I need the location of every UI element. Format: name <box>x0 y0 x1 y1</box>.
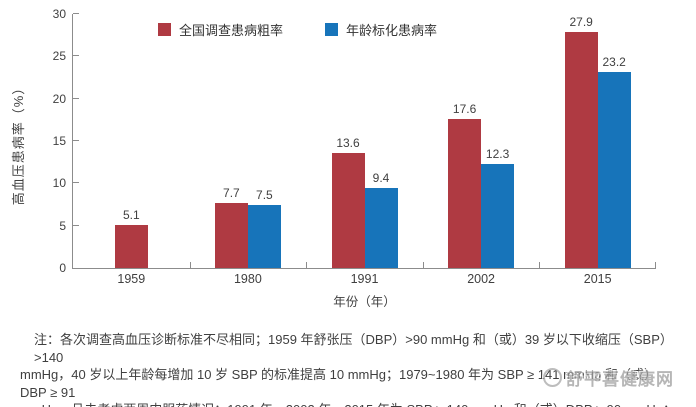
footnote-line-3: mmHg，且未考虑两周内服药情况；1991 年、2002 年、2015 年为 S… <box>20 401 680 407</box>
y-axis-tick-labels: 0 5 10 15 20 25 30 <box>36 7 66 275</box>
bar-standardized-2015 <box>597 71 631 268</box>
bar-value-label: 23.2 <box>602 54 626 69</box>
y-tick-mark <box>73 55 79 57</box>
x-tick-label-2015: 2015 <box>583 272 612 286</box>
bar-value-label: 5.1 <box>122 207 140 222</box>
bar-standardized-1980 <box>247 204 281 268</box>
y-axis-title: 高血压患病率（%） <box>11 80 26 206</box>
y-tick-mark <box>73 224 79 226</box>
y-tick-label: 20 <box>52 91 66 106</box>
bar-crude-2002 <box>448 119 482 268</box>
bar-standardized-2002 <box>481 163 515 268</box>
bar-value-label: 7.7 <box>223 185 240 200</box>
x-tick-mark <box>422 262 424 268</box>
x-tick-mark <box>306 262 308 268</box>
bar-value-label: 17.6 <box>452 102 477 116</box>
y-tick-label: 25 <box>52 49 66 64</box>
x-tick-label-1980: 1980 <box>233 272 262 286</box>
bar-value-label: 13.6 <box>336 135 360 150</box>
bar-value-label: 12.3 <box>485 146 510 161</box>
plot-area: 5.1 7.7 7.5 13.6 9.4 17.6 12.3 27.9 23.2 <box>72 13 656 269</box>
legend-label-standardized-rate: 年龄标化患病率 <box>346 23 438 38</box>
x-tick-mark <box>539 262 541 268</box>
y-tick-mark <box>73 182 79 184</box>
y-tick-label: 10 <box>52 176 66 191</box>
y-tick-label: 5 <box>59 218 66 233</box>
legend-label-crude-rate: 全国调查患病粗率 <box>179 23 284 38</box>
y-tick-label: 30 <box>52 7 66 21</box>
legend-item-crude-rate: 全国调查患病粗率 <box>158 20 283 39</box>
legend-item-standardized-rate: 年龄标化患病率 <box>325 20 437 39</box>
x-axis-tick-labels: 1959 1980 1991 2002 2015 <box>73 272 656 288</box>
bar-crude-2015 <box>564 31 598 268</box>
bar-crude-1991 <box>331 152 365 268</box>
bar-crude-1980 <box>214 202 248 268</box>
x-axis-title: 年份（年） <box>333 295 396 309</box>
footnote-line-1: 注：各次调查高血压诊断标准不尽相同；1959 年舒张压（DBP）>90 mmHg… <box>34 332 673 365</box>
bar-value-label: 7.5 <box>256 187 273 202</box>
x-tick-mark <box>655 262 656 268</box>
x-tick-mark <box>189 262 191 268</box>
y-tick-mark <box>73 97 79 99</box>
x-tick-label-2002: 2002 <box>467 272 495 286</box>
x-tick-label-1959: 1959 <box>117 272 146 286</box>
legend: 全国调查患病粗率 年龄标化患病率 <box>158 20 437 39</box>
legend-swatch-standardized-rate <box>325 23 339 36</box>
footnote: 注：各次调查高血压诊断标准不尽相同；1959 年舒张压（DBP）>90 mmHg… <box>20 331 680 407</box>
y-tick-mark <box>73 13 79 14</box>
y-tick-mark <box>73 140 79 141</box>
bar-standardized-1991 <box>364 188 398 268</box>
y-tick-label: 15 <box>52 134 66 148</box>
bar-crude-1959 <box>114 224 148 268</box>
legend-swatch-crude-rate <box>158 23 171 36</box>
bar-value-label: 27.9 <box>569 14 593 29</box>
x-tick-label-1991: 1991 <box>350 272 379 286</box>
bar-value-label: 9.4 <box>372 171 390 186</box>
footnote-line-2: mmHg，40 岁以上年龄每增加 10 岁 SBP 的标准提高 10 mmHg；… <box>20 367 657 400</box>
y-tick-label: 0 <box>59 261 66 275</box>
